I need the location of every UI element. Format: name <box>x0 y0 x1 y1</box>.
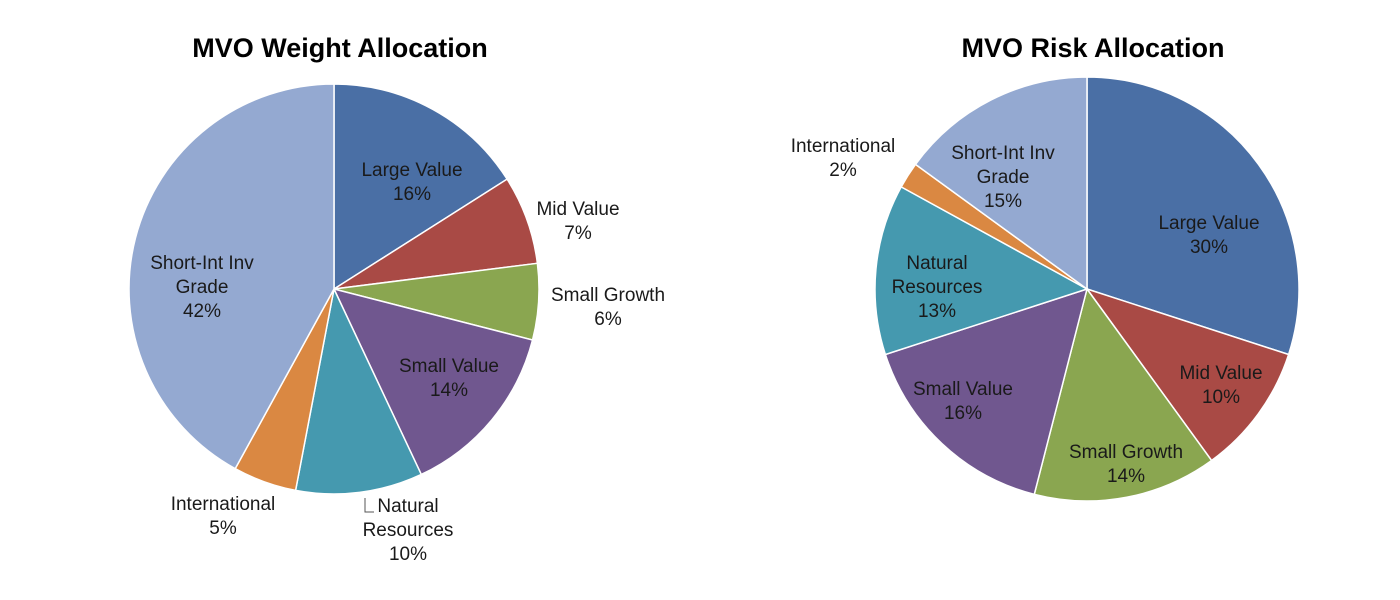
slice-label-short-int-inv-grade: Short-Int Inv Grade 15% <box>951 143 1055 212</box>
pie-slice-natural-resources <box>294 286 423 495</box>
pie-slice-small-growth <box>1033 287 1213 502</box>
slice-label-natural-resources: Natural Resources 10% <box>363 496 454 565</box>
slice-label-mid-value: Mid Value 10% <box>1179 363 1262 408</box>
slice-label-small-value: Small Value 14% <box>399 356 499 401</box>
pie-slice-natural-resources <box>874 185 1089 356</box>
chart-title-weight: MVO Weight Allocation <box>192 33 488 63</box>
pie-slice-large-value <box>1086 76 1300 356</box>
slice-label-large-value: Large Value 16% <box>361 160 462 205</box>
slice-label-natural-resources: Natural Resources 13% <box>892 253 983 322</box>
slice-label-international: International 2% <box>791 136 896 181</box>
slice-label-short-int-inv-grade: Short-Int Inv Grade 42% <box>150 253 254 322</box>
pie-slice-small-value <box>332 287 534 476</box>
pie-slice-large-value <box>333 83 509 291</box>
weight-allocation-chart: MVO Weight Allocation Large Value 16% Mid … <box>128 33 665 565</box>
pie-slice-short-int-inv-grade <box>914 76 1088 291</box>
risk-allocation-chart: MVO Risk Allocation Large Value 30% Mid Va… <box>791 33 1300 502</box>
pie-slice-small-value <box>884 287 1089 496</box>
slice-label-large-value: Large Value 30% <box>1158 213 1259 258</box>
pie-slice-short-int-inv-grade <box>128 83 335 470</box>
pie-slice-mid-value <box>1085 287 1290 462</box>
slice-label-international: International 5% <box>171 494 276 539</box>
slice-label-small-growth: Small Growth 6% <box>551 285 665 330</box>
slice-label-mid-value: Mid Value 7% <box>536 199 619 244</box>
leader-line-natural-resources <box>364 498 374 513</box>
slice-label-small-value: Small Value 16% <box>913 379 1013 424</box>
chart-title-risk: MVO Risk Allocation <box>961 33 1224 63</box>
slice-label-small-growth: Small Growth 14% <box>1069 442 1183 487</box>
